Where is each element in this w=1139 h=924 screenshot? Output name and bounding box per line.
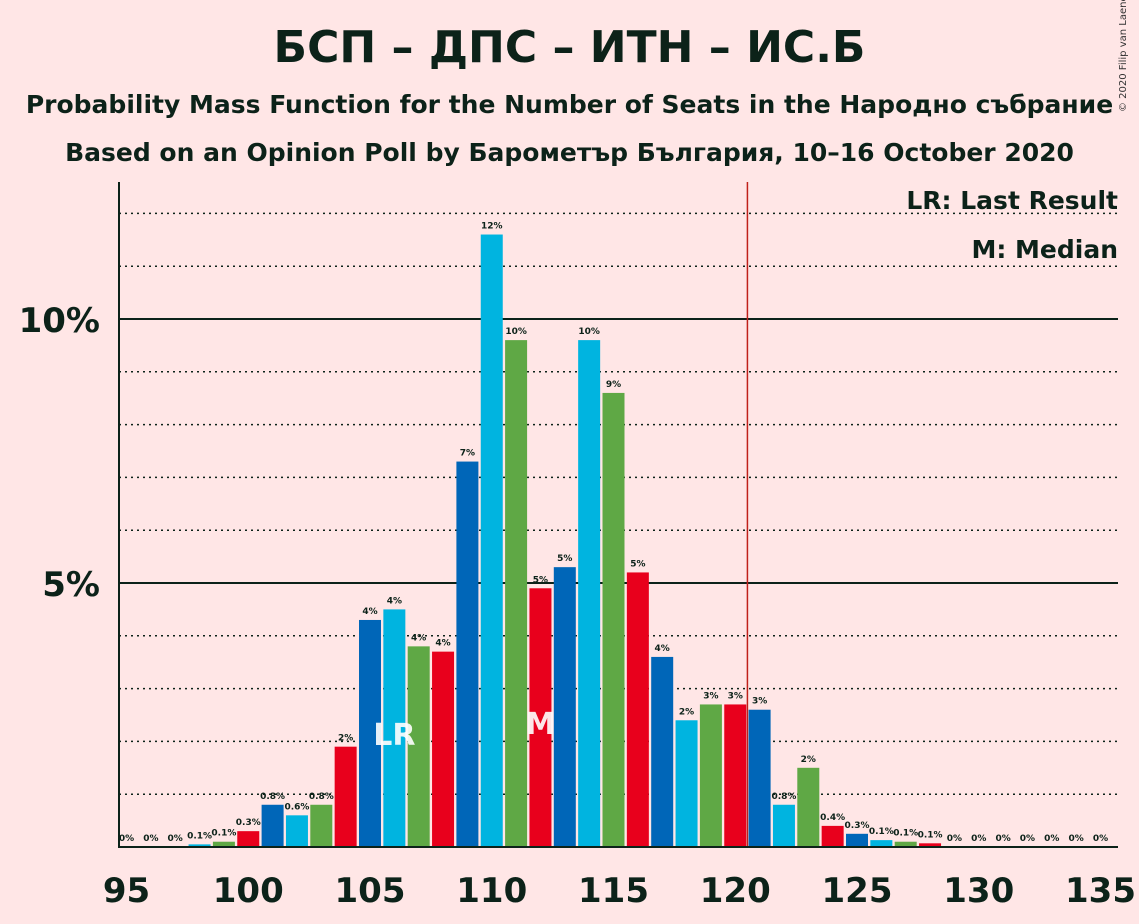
bar-label-seat-124: 0.4% (820, 813, 845, 823)
bar-seat-117 (651, 656, 674, 847)
bar-label-seat-98: 0.1% (187, 831, 212, 841)
legend-median: M: Median (971, 235, 1118, 264)
x-tick-label: 95 (103, 871, 150, 911)
bar-label-seat-112: 5% (533, 575, 548, 585)
bar-seat-124 (821, 825, 844, 847)
bar-seat-111 (505, 340, 528, 847)
bar-seat-118 (675, 720, 698, 847)
bar-seat-108 (432, 651, 455, 847)
x-tick-label: 115 (578, 871, 649, 911)
bar-label-seat-105: 4% (362, 607, 377, 617)
bar-seat-106 (383, 609, 406, 847)
bar-label-seat-127: 0.1% (893, 829, 918, 839)
bar-label-seat-96: 0% (143, 834, 158, 844)
axes: 5% 10% 95 100 105 110 115 120 125 130 135 (19, 182, 1136, 911)
bar-seat-119 (699, 704, 722, 847)
chart-subtitle: Probability Mass Function for the Number… (25, 90, 1114, 119)
bar-seat-112 (529, 588, 552, 847)
markers: LR M (373, 182, 749, 847)
bar-label-seat-95: 0% (119, 834, 134, 844)
bar-seat-123 (797, 767, 820, 847)
bar-seat-128 (919, 843, 942, 847)
bar-label-seat-111: 10% (505, 327, 527, 337)
bar-label-seat-107: 4% (411, 633, 426, 643)
bar-label-seat-103: 0.8% (309, 792, 334, 802)
bar-label-seat-133: 0% (1044, 834, 1059, 844)
bar-seat-107 (407, 646, 430, 847)
last-result-marker: LR (373, 718, 415, 753)
bar-seat-115 (602, 392, 625, 847)
x-tick-label: 110 (456, 871, 527, 911)
bar-label-seat-104: 2% (338, 734, 353, 744)
bar-seat-125 (846, 833, 868, 847)
bar-seat-102 (285, 815, 308, 847)
bar-label-seat-129: 0% (947, 834, 962, 844)
bar-value-labels: 0% 0% 0% 0.1% 0.1%0.3%0.8%0.6%0.8%2%4%4%4%4%… (119, 222, 1108, 844)
bar-label-seat-102: 0.6% (284, 802, 309, 812)
x-tick-label: 105 (335, 871, 406, 911)
y-tick-label: 5% (42, 565, 100, 605)
bar-seat-103 (310, 804, 333, 847)
bar-seat-113 (553, 567, 576, 847)
bar-seat-120 (724, 704, 747, 847)
bar-label-seat-100: 0.3% (236, 818, 261, 828)
bar-label-seat-106: 4% (387, 596, 402, 606)
x-tick-label: 135 (1065, 871, 1136, 911)
bar-seat-122 (772, 804, 795, 847)
bar-seat-110 (480, 234, 503, 847)
bar-label-seat-120: 3% (728, 691, 743, 701)
bar-label-seat-131: 0% (995, 834, 1010, 844)
bar-label-seat-128: 0.1% (918, 830, 943, 840)
bar-label-seat-101: 0.8% (260, 792, 285, 802)
bar-label-seat-99: 0.1% (211, 829, 236, 839)
bar-label-seat-122: 0.8% (771, 792, 796, 802)
bar-label-seat-108: 4% (435, 639, 450, 649)
chart-source-line: Based on an Opinion Poll by Барометър Бъ… (65, 138, 1074, 167)
bar-label-seat-117: 4% (655, 644, 670, 654)
bar-seat-101 (261, 804, 284, 847)
legend-last-result: LR: Last Result (906, 186, 1118, 215)
bar-label-seat-134: 0% (1069, 834, 1084, 844)
chart-title: БСП – ДПС – ИТН – ИС.Б (273, 22, 866, 73)
bar-seat-116 (626, 572, 649, 847)
bar-seat-109 (456, 461, 479, 847)
bar-label-seat-110: 12% (481, 222, 503, 232)
bar-label-seat-119: 3% (703, 691, 718, 701)
bar-seat-114 (578, 340, 601, 847)
bar-label-seat-123: 2% (801, 755, 816, 765)
bar-seat-104 (334, 746, 357, 847)
x-tick-label: 130 (943, 871, 1014, 911)
bar-label-seat-115: 9% (606, 380, 621, 390)
bar-seat-98 (188, 844, 211, 847)
bar-seat-99 (212, 841, 235, 847)
bar-seat-126 (870, 840, 893, 847)
bar-label-seat-132: 0% (1020, 834, 1035, 844)
bar-label-seat-97: 0% (168, 834, 183, 844)
bar-label-seat-135: 0% (1093, 834, 1108, 844)
bar-label-seat-118: 2% (679, 707, 694, 717)
bar-label-seat-114: 10% (578, 327, 600, 337)
x-tick-label: 100 (213, 871, 284, 911)
bars (188, 234, 942, 847)
x-tick-label: 120 (700, 871, 771, 911)
x-tick-label: 125 (822, 871, 893, 911)
bar-label-seat-109: 7% (460, 449, 475, 459)
bar-label-seat-130: 0% (971, 834, 986, 844)
bar-seat-100 (237, 831, 260, 847)
bar-label-seat-126: 0.1% (869, 827, 894, 837)
y-tick-label: 10% (19, 301, 100, 341)
bar-label-seat-113: 5% (557, 554, 572, 564)
bar-label-seat-125: 0.3% (845, 821, 870, 831)
median-marker: M (526, 707, 556, 742)
bar-label-seat-116: 5% (630, 559, 645, 569)
bar-seat-121 (748, 709, 771, 847)
bar-seat-127 (894, 841, 917, 847)
bar-seat-105 (359, 619, 381, 847)
bar-label-seat-121: 3% (752, 697, 767, 707)
